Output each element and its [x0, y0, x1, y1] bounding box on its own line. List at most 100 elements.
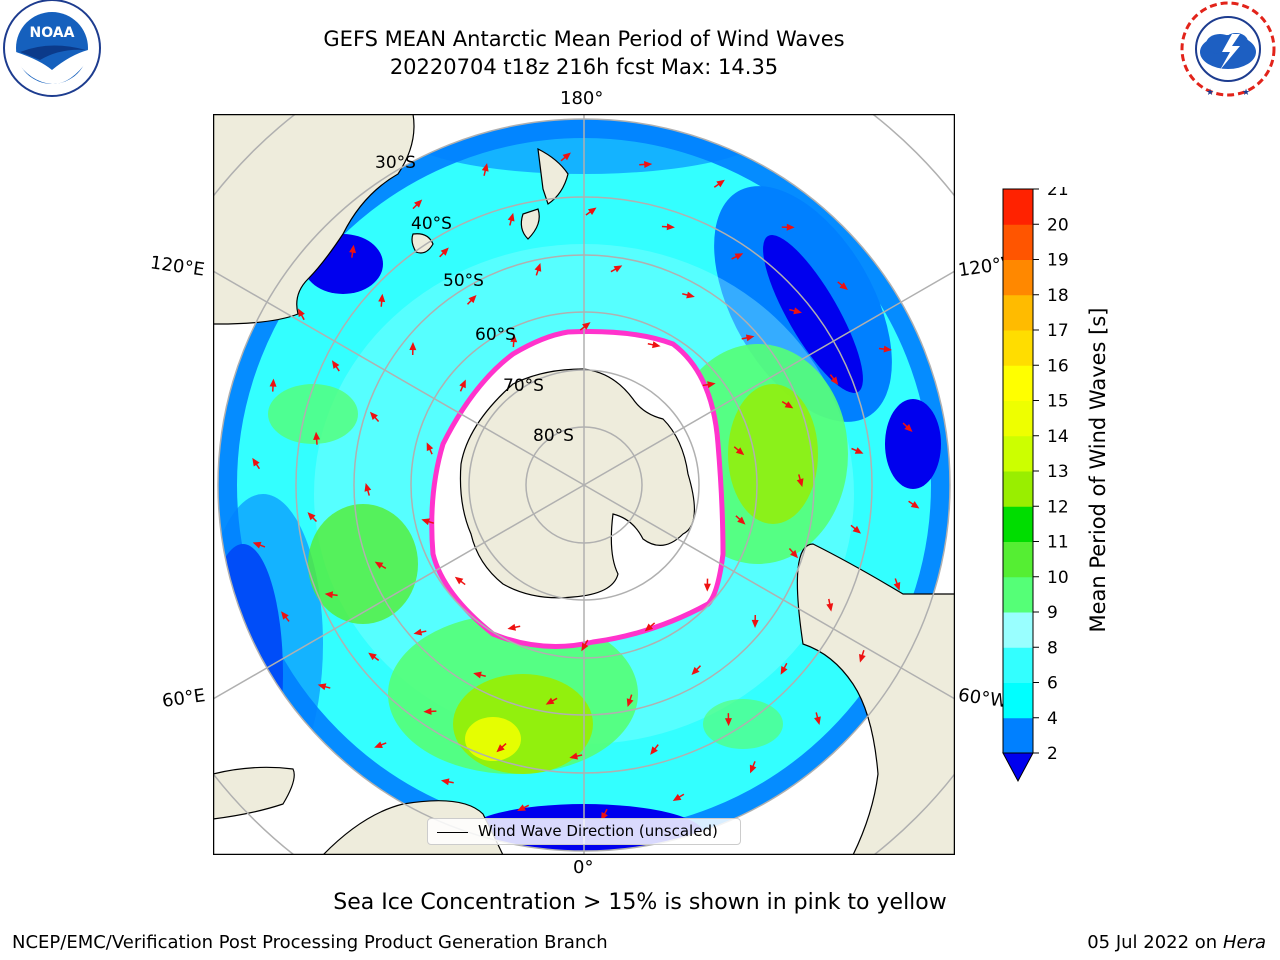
colorbar-tick-label: 20: [1047, 215, 1069, 235]
wind-wave-arrowhead: [414, 199, 423, 208]
wind-wave-arrowhead: [691, 666, 700, 676]
colorbar-segment: [1003, 294, 1033, 331]
wind-wave-arrowhead: [313, 431, 321, 440]
wind-wave-arrowhead: [364, 483, 372, 492]
polar-map: 30°S 40°S 50°S 60°S 70°S 80°S: [212, 113, 956, 856]
colorbar-segment: [1003, 576, 1033, 613]
wind-wave-arrowhead: [297, 308, 305, 318]
colorbar-segment: [1003, 224, 1033, 260]
wind-wave-arrowhead: [440, 247, 449, 256]
wind-wave-arrowhead: [852, 525, 861, 534]
wind-wave-arrowhead: [737, 516, 746, 525]
lat-label-30: 30°S: [375, 153, 416, 173]
wind-wave-arrowhead: [562, 152, 571, 161]
wind-wave-arrowhead: [517, 804, 526, 812]
wind-wave-arrowhead: [686, 291, 695, 299]
wind-wave-arrowhead: [814, 716, 821, 725]
lat-label-50: 50°S: [443, 271, 484, 291]
lon-label-180: 180°: [560, 88, 604, 109]
wind-wave-arrowhead: [349, 244, 357, 254]
wind-wave-arrowhead: [281, 611, 289, 620]
noaa-logo: NOAA: [0, 0, 104, 104]
wind-wave-arrowhead: [830, 376, 839, 385]
colorbar-tick-label: 8: [1047, 638, 1058, 658]
colorbar-segment: [1003, 330, 1033, 366]
wind-wave-arrowhead: [409, 342, 417, 351]
wind-wave-arrowhead: [317, 683, 327, 691]
wind-wave-direction-arrows: [252, 152, 920, 821]
wind-wave-arrowhead: [652, 341, 661, 349]
wind-wave-arrowhead: [454, 576, 464, 585]
wind-wave-arrowhead: [331, 360, 340, 369]
wind-wave-arrowhead: [786, 223, 795, 231]
wind-wave-arrowhead: [904, 423, 913, 432]
wind-wave-arrowhead: [749, 764, 757, 774]
antarctica: [459, 368, 696, 599]
colorbar-tick-label: 18: [1047, 286, 1069, 306]
map-panel: 30°S 40°S 50°S 60°S 70°S 80°S: [212, 113, 956, 856]
colorbar-tick-label: 4: [1047, 709, 1058, 729]
legend-label: Wind Wave Direction (unscaled): [478, 822, 718, 840]
wind-wave-arrowhead: [481, 163, 489, 172]
wind-wave-arrowhead: [507, 212, 515, 222]
svg-text:★: ★: [1242, 88, 1250, 98]
lat-label-70: 70°S: [503, 376, 544, 396]
wind-wave-arrowhead: [893, 582, 901, 591]
colorbar-segment: [1003, 435, 1033, 472]
svg-text:★: ★: [1206, 88, 1214, 98]
sea-ice-caption: Sea Ice Concentration > 15% is shown in …: [333, 890, 947, 915]
chart-subtitle: 20220704 t18z 216h fcst Max: 14.35: [389, 55, 779, 79]
wind-wave-arrowhead: [793, 307, 802, 315]
colorbar-tick-label: 15: [1047, 392, 1069, 412]
wind-wave-arrowhead: [369, 411, 378, 421]
wind-wave-arrowhead: [507, 623, 516, 631]
wind-wave-arrowhead: [534, 263, 542, 272]
wind-wave-arrowhead: [672, 793, 682, 801]
nws-logo: ★ ★: [1176, 0, 1280, 104]
colorbar-tick-label: 21: [1047, 187, 1069, 200]
colorbar-tick-label: 16: [1047, 356, 1069, 376]
wind-wave-arrowhead: [581, 642, 589, 652]
wind-wave-arrowhead: [784, 401, 794, 409]
wind-wave-arrowhead: [650, 746, 658, 755]
wind-wave-arrowhead: [269, 378, 277, 387]
map-legend: Wind Wave Direction (unscaled): [427, 818, 741, 845]
colorbar-tick-label: 12: [1047, 497, 1069, 517]
footer-date: 05 Jul 2022 on Hera: [1087, 932, 1266, 953]
colorbar-label: Mean Period of Wind Waves [s]: [1086, 307, 1110, 633]
wind-wave-arrowhead: [307, 512, 316, 521]
colorbar: 2 4 6 8 9 10 11 12 13 14 15 16 17 18 19 20 21: [1000, 180, 1100, 787]
lon-label-0: 0°: [573, 857, 594, 878]
footer-credit: NCEP/EMC/Verification Post Processing Pr…: [12, 932, 608, 953]
wind-wave-arrowhead: [587, 207, 597, 215]
wind-wave-arrowhead: [745, 334, 755, 342]
wind-wave-arrowhead: [796, 478, 804, 487]
colorbar-tick-label: 11: [1047, 533, 1069, 553]
wind-wave-arrowhead: [839, 282, 848, 290]
wind-wave-arrowhead: [644, 623, 654, 632]
wind-wave-arrowhead: [459, 379, 466, 389]
wind-wave-arrowhead: [780, 666, 788, 675]
colorbar-segment: [1003, 471, 1033, 507]
colorbar-tick-label: 14: [1047, 427, 1069, 447]
wind-wave-arrowhead: [859, 653, 866, 663]
colorbar-segment: [1003, 400, 1033, 437]
wind-wave-arrowhead: [735, 447, 745, 456]
wind-wave-arrowhead: [854, 447, 864, 454]
wind-wave-arrowhead: [545, 697, 555, 705]
colorbar-segment: [1003, 612, 1033, 648]
colorbar-tick-label: 19: [1047, 251, 1069, 271]
lat-label-80: 80°S: [533, 426, 574, 446]
wind-wave-arrowhead: [510, 334, 518, 343]
colorbar-tick-label: 13: [1047, 462, 1069, 482]
wind-wave-arrowhead: [910, 501, 920, 509]
lon-label-120e: 120°E: [148, 252, 206, 281]
wind-wave-arrowhead: [613, 265, 623, 273]
wind-wave-arrowhead: [496, 744, 505, 753]
wind-wave-arrowhead: [473, 671, 482, 679]
wind-wave-arrowhead: [421, 518, 430, 526]
colorbar-tick-label: 6: [1047, 674, 1058, 694]
footer-host: Hera: [1222, 932, 1266, 953]
wind-wave-arrowhead: [790, 549, 799, 559]
wind-wave-arrowhead: [716, 179, 725, 188]
